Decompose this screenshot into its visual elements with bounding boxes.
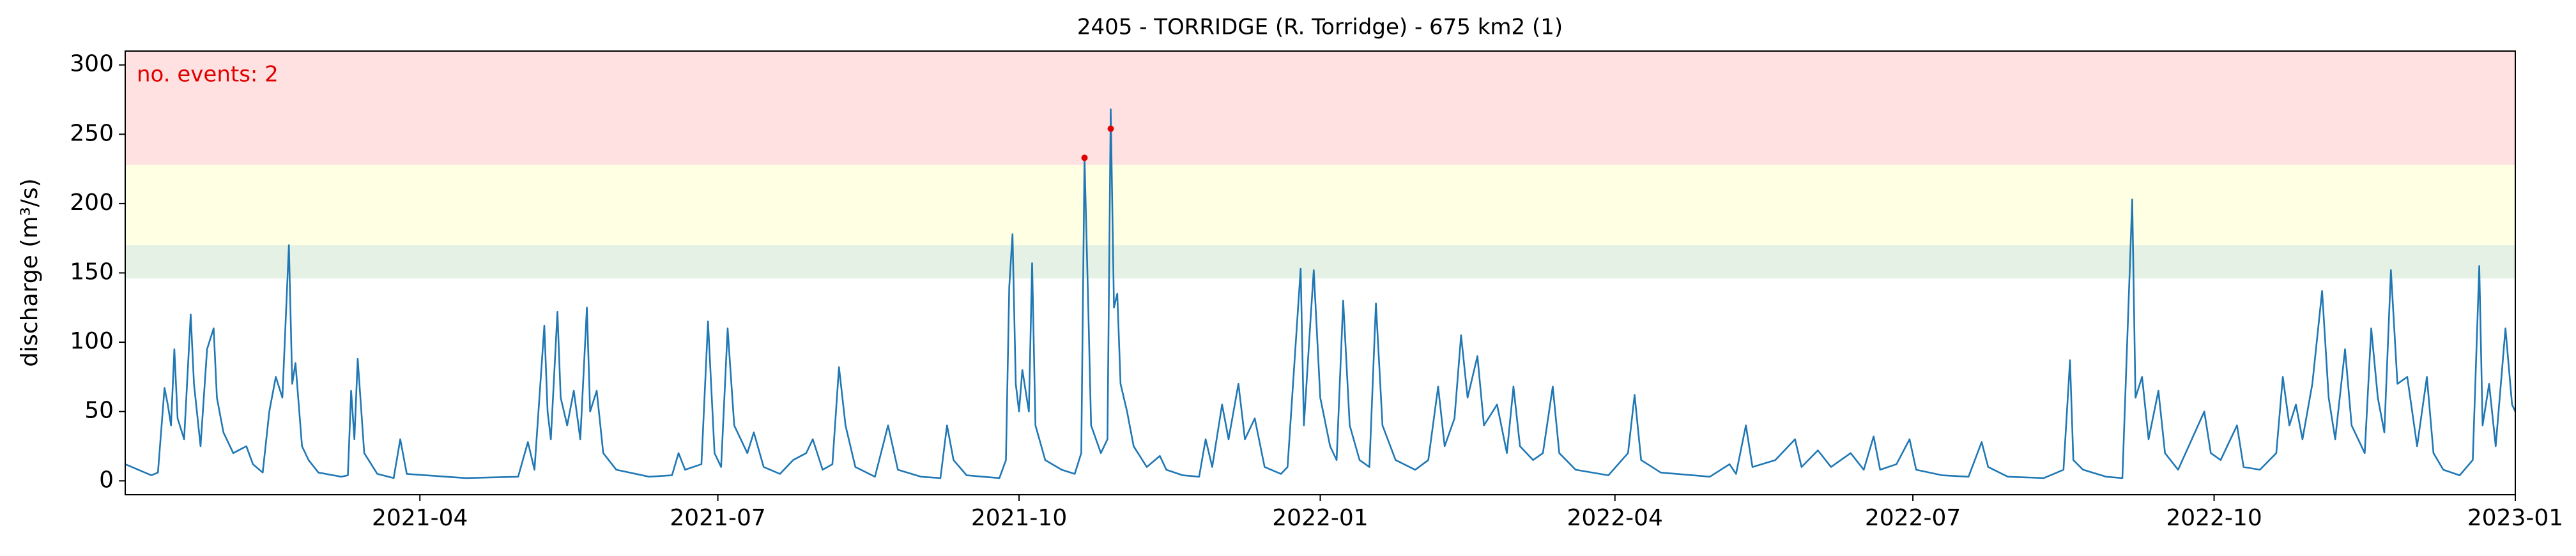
threshold-band: [125, 165, 2515, 246]
axes-frame: [125, 50, 2516, 495]
x-tick-label: 2022-01: [1272, 505, 1368, 531]
event-point: [1107, 125, 1114, 132]
x-tick-label: 2021-07: [670, 505, 765, 531]
events-annotation: no. events: 2: [137, 62, 279, 87]
x-tick-label: 2021-04: [372, 505, 468, 531]
y-tick-label: 50: [84, 398, 114, 424]
y-tick-label: 300: [70, 51, 114, 77]
x-tick-label: 2022-10: [2166, 505, 2262, 531]
threshold-band: [125, 51, 2515, 165]
y-tick-label: 100: [70, 328, 114, 354]
threshold-band: [125, 245, 2515, 279]
discharge-line: [125, 108, 2517, 479]
chart-title: 2405 - TORRIDGE (R. Torridge) - 675 km2 …: [1077, 15, 1563, 40]
x-tick-label: 2021-10: [971, 505, 1067, 531]
x-tick-label: 2022-07: [1865, 505, 1961, 531]
y-axis-label: discharge (m³/s): [17, 178, 43, 366]
y-tick-label: 200: [70, 190, 114, 216]
x-tick-label: 2023-01: [2467, 505, 2563, 531]
event-point: [1081, 154, 1088, 162]
y-tick-label: 250: [70, 120, 114, 146]
y-tick-label: 0: [99, 467, 114, 493]
x-tick-label: 2022-04: [1567, 505, 1663, 531]
y-tick-label: 150: [70, 259, 114, 285]
